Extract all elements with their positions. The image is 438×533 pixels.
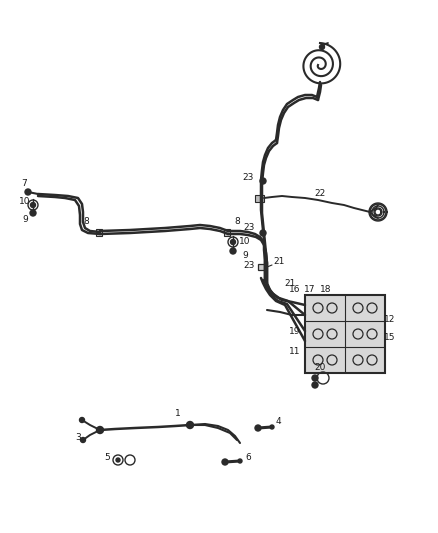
Text: 15: 15 — [384, 334, 396, 343]
Text: 20: 20 — [314, 364, 326, 373]
Text: 3: 3 — [75, 433, 81, 442]
Text: 22: 22 — [314, 189, 325, 198]
Circle shape — [222, 459, 228, 465]
Text: 7: 7 — [21, 179, 27, 188]
Bar — [224, 229, 230, 236]
Text: 8: 8 — [83, 216, 89, 225]
Text: 10: 10 — [239, 238, 251, 246]
Circle shape — [260, 230, 266, 236]
Text: 21: 21 — [273, 256, 285, 265]
Bar — [255, 195, 264, 202]
Circle shape — [238, 459, 242, 463]
Circle shape — [116, 458, 120, 462]
Text: 12: 12 — [384, 316, 396, 325]
Text: 9: 9 — [242, 252, 248, 261]
Text: 5: 5 — [104, 454, 110, 463]
Text: 19: 19 — [289, 327, 301, 336]
Circle shape — [30, 210, 36, 216]
Text: 21: 21 — [284, 279, 296, 288]
Circle shape — [312, 375, 318, 381]
Circle shape — [81, 438, 85, 442]
Circle shape — [230, 239, 236, 245]
Circle shape — [31, 203, 35, 207]
Circle shape — [80, 417, 85, 423]
Text: 10: 10 — [19, 198, 31, 206]
Circle shape — [255, 425, 261, 431]
Circle shape — [319, 44, 325, 50]
Text: 23: 23 — [242, 173, 254, 182]
Text: 11: 11 — [289, 348, 301, 357]
Text: 9: 9 — [22, 214, 28, 223]
Circle shape — [25, 189, 31, 195]
Bar — [96, 229, 102, 236]
Text: 6: 6 — [245, 453, 251, 462]
Text: 1: 1 — [175, 409, 181, 418]
Circle shape — [270, 425, 274, 429]
Text: 8: 8 — [234, 216, 240, 225]
Text: 16: 16 — [289, 286, 301, 295]
Text: 23: 23 — [244, 223, 254, 232]
Circle shape — [312, 382, 318, 388]
Circle shape — [96, 426, 103, 433]
Text: 17: 17 — [304, 286, 316, 295]
Text: 23: 23 — [244, 261, 254, 270]
Bar — [258, 264, 266, 270]
Text: 4: 4 — [275, 416, 281, 425]
Circle shape — [230, 248, 236, 254]
Bar — [305, 295, 385, 373]
Circle shape — [187, 422, 194, 429]
Text: 18: 18 — [320, 286, 332, 295]
Circle shape — [260, 178, 266, 184]
